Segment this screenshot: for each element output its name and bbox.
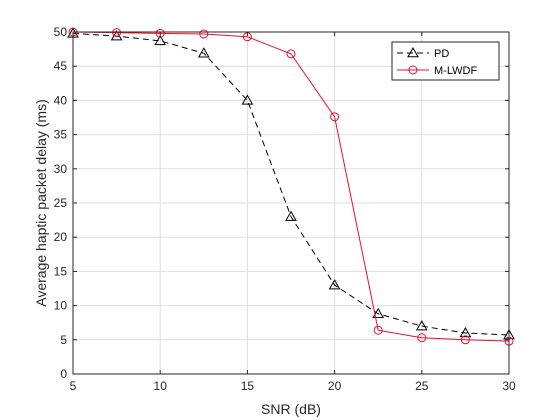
- data-point: [328, 279, 341, 290]
- legend-label: PD: [434, 48, 449, 60]
- data-point: [460, 335, 470, 345]
- y-tick-label: 15: [54, 264, 68, 278]
- y-tick-label: 30: [54, 162, 68, 176]
- legend-box: [391, 41, 500, 81]
- legend-label: M-LWDF: [434, 65, 477, 77]
- series-line: [72, 31, 510, 342]
- data-point: [373, 325, 383, 335]
- y-tick-label: 0: [60, 367, 67, 381]
- data-point: [330, 112, 340, 122]
- series-layer: [67, 27, 515, 346]
- y-tick-label: 5: [60, 333, 67, 347]
- data-point: [199, 29, 209, 39]
- series-line: [72, 32, 510, 336]
- x-tick-label: 25: [415, 379, 429, 393]
- legend-item: PD: [397, 46, 449, 60]
- legend-item: M-LWDF: [397, 65, 477, 77]
- data-point: [372, 307, 385, 319]
- y-tick-label: 50: [54, 25, 68, 39]
- x-tick-label: 10: [154, 379, 168, 393]
- data-point: [241, 94, 254, 105]
- data-point: [459, 326, 472, 338]
- grid: [72, 31, 510, 375]
- data-point: [286, 49, 296, 59]
- y-tick-label: 35: [54, 128, 68, 142]
- data-point: [285, 210, 297, 221]
- y-tick-label: 45: [54, 59, 68, 73]
- y-axis-label: Average haptic packet delay (ms): [33, 99, 49, 307]
- legend-marker: [408, 65, 418, 75]
- y-tick-label: 25: [54, 196, 68, 210]
- data-point: [417, 333, 427, 343]
- x-tick-label: 20: [328, 379, 342, 393]
- legend: PD M-LWDF: [391, 41, 500, 81]
- x-axis-label: SNR (dB): [261, 401, 321, 417]
- data-point: [415, 320, 428, 331]
- data-point: [112, 28, 122, 38]
- data-point: [197, 47, 210, 58]
- y-tick-label: 10: [54, 299, 68, 313]
- legend-marker: [407, 46, 419, 58]
- data-point: [155, 28, 165, 38]
- y-tick-label: 40: [54, 93, 68, 107]
- x-tick-label: 5: [70, 379, 77, 393]
- data-point: [154, 34, 167, 46]
- x-tick-label: 15: [241, 379, 255, 393]
- y-tick-label: 20: [54, 230, 68, 244]
- x-tick-label: 30: [502, 379, 516, 393]
